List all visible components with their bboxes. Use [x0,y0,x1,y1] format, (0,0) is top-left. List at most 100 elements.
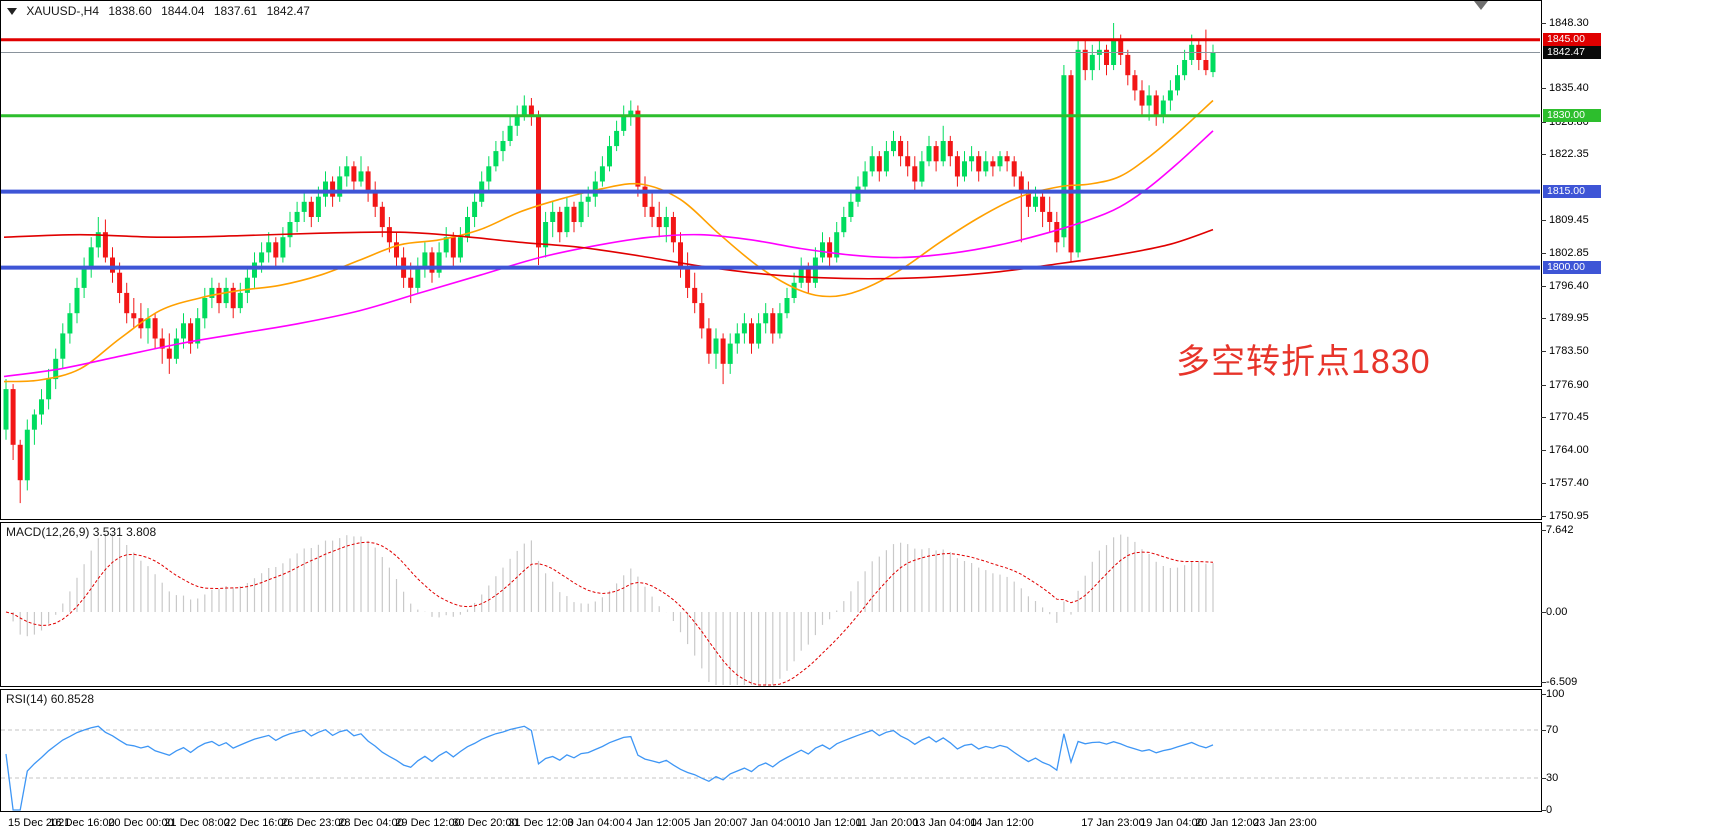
candle-body [820,242,825,258]
candle-body [898,141,904,157]
candle-body [599,166,605,182]
time-axis-label[interactable]: 13 Jan 04:00 [913,817,977,829]
macd-panel[interactable] [5,533,1214,686]
candle-body [173,338,179,359]
candle-body [81,267,87,288]
rsi-indicator-label: RSI(14) 60.8528 [6,692,95,706]
time-axis-label[interactable]: 17 Jan 23:00 [1081,817,1145,829]
candle-body [912,166,918,182]
candle-body [330,181,336,197]
candle-body [969,156,975,162]
candle-body [3,389,9,430]
candle-body [720,338,726,364]
candle-body [386,227,392,243]
time-axis-label[interactable]: 16 Dec 16:00 [49,817,115,829]
candle-body [195,318,201,344]
candle-body [954,156,960,177]
candle-body [855,186,861,202]
time-axis-label[interactable]: 4 Jan 12:00 [626,817,684,829]
candle-body [365,171,371,192]
candle-body [1146,95,1152,106]
candle-body [244,277,250,293]
candle-body [1132,75,1138,91]
price-tick-label: 1770.45 [1549,411,1589,423]
candle-body [770,313,776,334]
candle-body [287,222,293,238]
candle-body [88,247,94,268]
time-axis-label[interactable]: 22 Dec 16:00 [224,817,290,829]
time-axis-label[interactable]: 21 Dec 08:00 [164,817,230,829]
candle-body [940,141,946,162]
candle-body [337,176,343,197]
candle-body [528,105,534,116]
candle-body [713,338,719,354]
candle-body [1175,75,1180,91]
candle-body [1167,90,1173,101]
rsi-value: 60.8528 [50,692,95,706]
chart-shift-marker-icon[interactable] [1474,1,1488,10]
price-badge-1842.47: 1842.47 [1543,46,1601,59]
time-axis-label[interactable]: 5 Jan 20:00 [684,817,742,829]
candle-body [976,156,982,172]
candle-body [791,282,797,298]
time-axis-label[interactable]: 31 Dec 12:00 [508,817,574,829]
candle-body [521,105,527,116]
time-axis-label[interactable]: 10 Jan 12:00 [798,817,862,829]
rsi-panel[interactable] [1,725,1540,811]
time-axis-label[interactable]: 29 Dec 12:00 [395,817,461,829]
candle-body [60,333,66,359]
candle-body [230,287,236,309]
ohlc-close: 1842.47 [266,4,310,18]
time-axis-label[interactable]: 11 Jan 20:00 [855,817,919,829]
candle-body [891,141,896,152]
candle-body [472,201,478,217]
candle-body [1004,156,1010,162]
time-axis-label[interactable]: 3 Jan 04:00 [567,817,625,829]
macd-signal-line [5,541,1214,686]
candle-body [102,232,108,258]
macd-tick-label: 0.00 [1546,606,1568,618]
price-tick-label: 1822.35 [1549,148,1589,160]
candle-body [394,242,399,258]
time-axis-label[interactable]: 30 Dec 20:00 [452,817,518,829]
ma-orange [3,99,1214,383]
candle-body [990,161,996,167]
candle-body [24,429,30,481]
time-axis-label[interactable]: 19 Jan 04:00 [1140,817,1204,829]
time-axis-label[interactable]: 14 Jan 12:00 [970,817,1034,829]
time-axis-label[interactable]: 23 Jan 23:00 [1253,817,1317,829]
candle-body [145,318,151,329]
main-price-panel[interactable] [1,23,1540,504]
candle-body [110,257,115,273]
price-tick-label: 1848.30 [1549,17,1589,29]
candle-body [841,217,847,233]
symbol-dropdown-icon[interactable] [7,8,17,16]
candle-body [188,323,194,344]
candle-body [635,110,641,187]
candle-body [408,277,414,288]
candle-body [1182,60,1188,76]
time-axis-label[interactable]: 26 Dec 23:00 [281,817,347,829]
panel-border [0,0,1542,520]
candle-body [564,206,570,233]
rsi-tick-label: 100 [1546,688,1565,700]
rsi-tick-label: 0 [1546,804,1553,816]
time-axis-label[interactable]: 20 Jan 12:00 [1195,817,1259,829]
time-axis-label[interactable]: 7 Jan 04:00 [741,817,799,829]
candle-body [692,287,698,304]
candle-body [663,217,669,228]
candle-body [379,206,385,228]
time-axis-label[interactable]: 28 Dec 04:00 [338,817,404,829]
time-axis-label[interactable]: 15 Dec 2021 [8,817,71,829]
candle-body [429,252,435,273]
candle-body [699,303,705,329]
candle-body [621,115,627,131]
candle-body [486,166,492,182]
candle-body [997,156,1003,167]
candle-body [181,323,186,339]
candle-body [678,242,683,268]
candle-body [585,196,591,202]
time-axis-label[interactable]: 20 Dec 00:00 [108,817,174,829]
